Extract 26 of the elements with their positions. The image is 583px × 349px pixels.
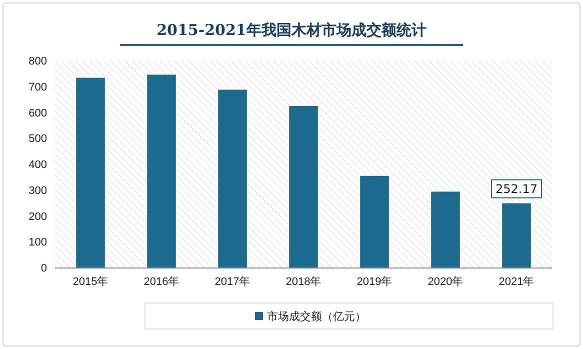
x-tick-label: 2018年 [286, 276, 322, 288]
bar [288, 105, 319, 268]
x-tick-label: 2016年 [144, 276, 180, 288]
bar [75, 76, 106, 268]
legend-label: 市场成交额（亿元） [267, 310, 366, 323]
x-tick-label: 2015年 [72, 276, 108, 288]
x-tick-label: 2021年 [498, 276, 534, 288]
data-label: 252.17 [496, 182, 538, 196]
y-tick-label: 200 [28, 210, 47, 223]
bar [146, 74, 177, 268]
y-tick-label: 100 [28, 236, 47, 249]
bar [217, 88, 248, 268]
bar [430, 190, 461, 268]
x-tick-label: 2017年 [214, 276, 250, 288]
x-tick-label: 2019年 [356, 276, 392, 288]
chart-title: 2015-2021年我国木材市场成交额统计 [156, 21, 426, 39]
y-tick-label: 700 [28, 81, 47, 94]
x-tick-label: 2020年 [428, 276, 464, 288]
bar [359, 174, 390, 268]
y-tick-label: 600 [28, 107, 47, 120]
y-tick-label: 800 [28, 56, 47, 68]
y-tick-label: 300 [28, 184, 47, 197]
y-tick-label: 0 [40, 262, 47, 275]
bar [501, 202, 532, 268]
y-tick-label: 500 [28, 133, 47, 146]
y-tick-label: 400 [28, 159, 47, 172]
